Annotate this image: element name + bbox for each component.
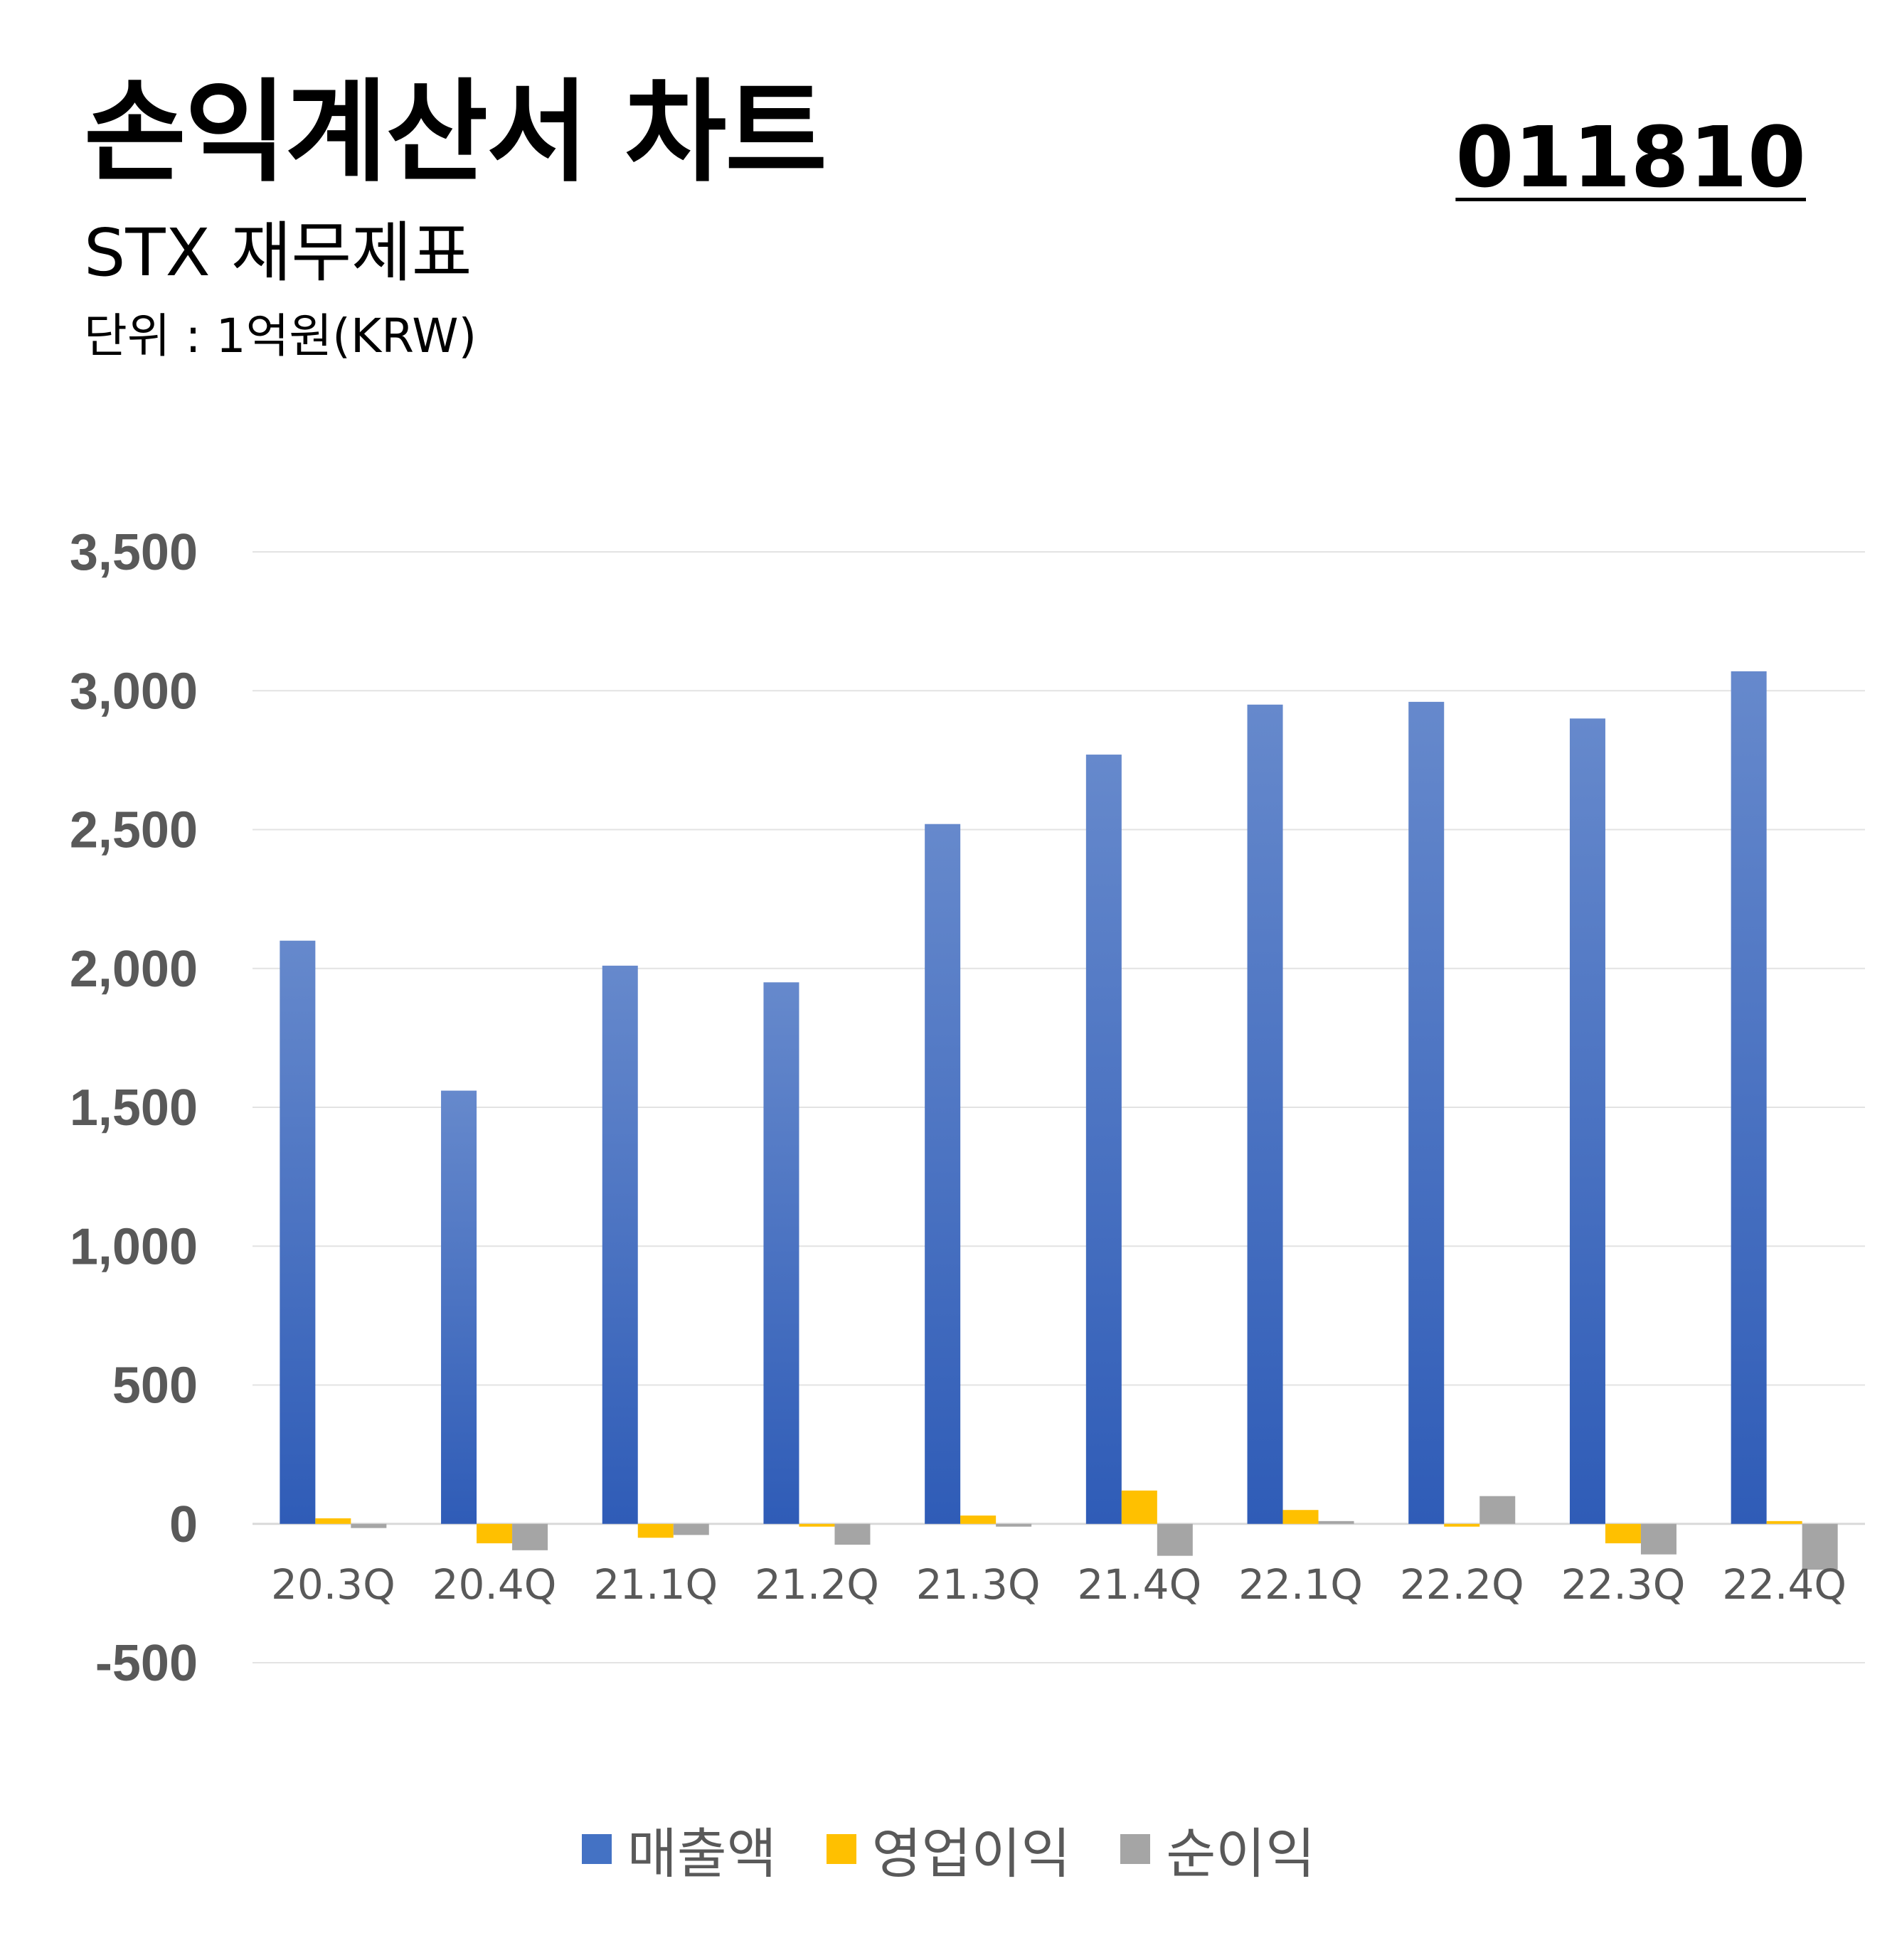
y-tick-label: 2,000 — [70, 941, 198, 998]
legend-swatch — [826, 1834, 856, 1864]
x-tick-label: 22.1Q — [1238, 1560, 1363, 1609]
bar-revenue — [602, 965, 638, 1524]
legend-item: 매출액 — [581, 1810, 777, 1888]
y-tick-label: 0 — [169, 1496, 198, 1553]
bar-operating-profit — [1605, 1523, 1641, 1544]
bar-revenue — [280, 940, 316, 1524]
bar-revenue — [763, 982, 799, 1524]
chart-subtitle: STX 재무제표 — [84, 215, 472, 291]
x-tick-label: 22.2Q — [1400, 1560, 1524, 1609]
bar-net-profit — [1802, 1523, 1838, 1570]
y-tick-label: 1,500 — [70, 1080, 198, 1136]
bar-net-profit — [1479, 1496, 1516, 1524]
legend-item: 순이익 — [1120, 1810, 1315, 1888]
bar-net-profit — [1640, 1523, 1677, 1555]
y-tick-label: 500 — [112, 1358, 198, 1415]
x-tick-label: 20.3Q — [271, 1560, 395, 1609]
legend: 매출액 영업이익 순이익 — [0, 1810, 1897, 1888]
stock-code: 011810 — [1455, 108, 1806, 206]
bar-revenue — [1408, 701, 1445, 1524]
legend-label: 순이익 — [1166, 1822, 1316, 1885]
bar-revenue — [441, 1090, 477, 1524]
bar-net-profit — [1157, 1523, 1193, 1556]
x-tick-label: 21.2Q — [755, 1560, 879, 1609]
legend-item: 영업이익 — [826, 1810, 1071, 1888]
legend-label: 매출액 — [627, 1822, 777, 1885]
x-tick-label: 21.1Q — [593, 1560, 718, 1609]
bar-revenue — [1731, 671, 1767, 1524]
bar-revenue — [925, 824, 961, 1524]
y-tick-label: 3,500 — [70, 524, 198, 581]
bar-operating-profit — [477, 1523, 513, 1544]
x-tick-label: 21.4Q — [1077, 1560, 1201, 1609]
bar-net-profit — [1318, 1520, 1354, 1524]
bar-operating-profit — [1444, 1523, 1480, 1527]
bar-operating-profit — [1121, 1490, 1157, 1524]
bar-net-profit — [834, 1523, 871, 1545]
bar-operating-profit — [960, 1516, 997, 1524]
bar-revenue — [1085, 755, 1122, 1524]
chart-title: 손익계산서 차트 — [84, 68, 827, 197]
bar-operating-profit — [637, 1523, 674, 1538]
bar-net-profit — [351, 1523, 387, 1528]
bar-operating-profit — [799, 1523, 835, 1527]
legend-swatch — [581, 1834, 612, 1864]
bar-net-profit — [512, 1523, 548, 1550]
bar-revenue — [1569, 718, 1605, 1524]
x-tick-label: 22.3Q — [1561, 1560, 1686, 1609]
bar-operating-profit — [315, 1518, 351, 1524]
bar-revenue — [1247, 704, 1283, 1524]
gridlines — [253, 551, 1865, 1663]
legend-label: 영업이익 — [871, 1822, 1071, 1885]
x-tick-label: 22.4Q — [1722, 1560, 1846, 1609]
y-tick-label: 3,000 — [70, 663, 198, 720]
x-axis-ticks: 20.3Q 20.4Q 21.1Q 21.2Q 21.3Q 21.4Q 22.1Q 22.2Q… — [271, 1560, 1846, 1609]
y-tick-label: 1,000 — [70, 1218, 198, 1275]
bar-net-profit — [996, 1523, 1032, 1527]
bar-operating-profit — [1766, 1520, 1802, 1524]
y-tick-label: 2,500 — [70, 802, 198, 859]
y-tick-label: -500 — [95, 1635, 198, 1692]
unit-label: 단위 : 1억원(KRW) — [84, 309, 477, 363]
bars — [280, 671, 1838, 1570]
x-tick-label: 21.3Q — [916, 1560, 1041, 1609]
y-axis-ticks: 3,500 3,000 2,500 2,000 1,500 1,000 500 0 -500 — [70, 524, 198, 1692]
bar-net-profit — [673, 1523, 709, 1535]
bar-operating-profit — [1282, 1510, 1319, 1524]
legend-swatch — [1120, 1834, 1151, 1864]
x-tick-label: 20.4Q — [432, 1560, 557, 1609]
